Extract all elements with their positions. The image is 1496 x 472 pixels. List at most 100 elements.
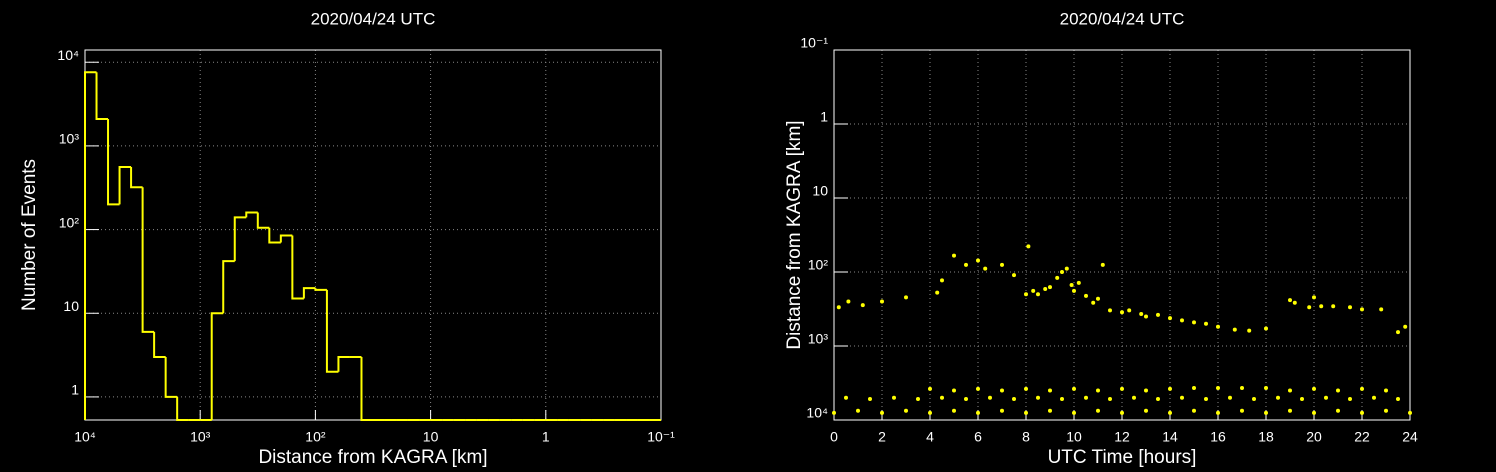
x-axis-label: UTC Time [hours] bbox=[1048, 447, 1197, 468]
histogram-bin bbox=[118, 165, 132, 205]
scatter-point bbox=[832, 410, 836, 415]
scatter-point bbox=[983, 266, 988, 271]
scatter-point bbox=[1127, 308, 1132, 313]
scatter-point bbox=[844, 395, 848, 400]
scatter-point bbox=[1000, 388, 1004, 393]
scatter-point bbox=[940, 395, 944, 400]
y-tick-label: 10³ bbox=[808, 331, 829, 347]
histogram-bin bbox=[222, 260, 235, 314]
x-tick-label: 10⁻¹ bbox=[647, 429, 675, 445]
scatter-point bbox=[928, 386, 932, 391]
scatter-point bbox=[1240, 408, 1244, 413]
scatter-point bbox=[952, 408, 956, 413]
scatter-point bbox=[1292, 300, 1297, 305]
scatter-point bbox=[1026, 244, 1031, 249]
scatter-point bbox=[1216, 410, 1220, 415]
x-tick-label: 10 bbox=[423, 429, 439, 445]
scatter-point bbox=[1384, 388, 1388, 393]
y-tick-label: 10⁴ bbox=[806, 405, 828, 421]
y-axis-label: Number of Events bbox=[19, 159, 40, 311]
scatter-point bbox=[1144, 314, 1148, 319]
scatter-point bbox=[1156, 396, 1160, 401]
x-tick-label: 2 bbox=[878, 429, 886, 445]
scatter-point bbox=[1348, 305, 1352, 310]
scatter-point bbox=[856, 408, 860, 413]
scatter-point bbox=[1036, 292, 1040, 297]
scatter-point bbox=[1060, 270, 1064, 274]
scatter-point bbox=[1216, 386, 1220, 391]
scatter-point bbox=[1396, 330, 1400, 335]
y-tick-label: 1 bbox=[71, 382, 79, 398]
histogram-bin bbox=[164, 357, 178, 398]
scatter-point bbox=[916, 396, 920, 401]
scatter-point bbox=[1348, 396, 1352, 401]
y-tick-label: 1 bbox=[820, 109, 828, 125]
scatter-point bbox=[1379, 307, 1384, 312]
y-tick-label: 10² bbox=[808, 257, 829, 273]
scatter-point bbox=[1144, 388, 1148, 393]
scatter-point bbox=[1024, 410, 1028, 415]
scatter-point bbox=[1360, 386, 1364, 391]
histogram-bin bbox=[302, 287, 316, 299]
scatter-point bbox=[1300, 396, 1304, 401]
x-tick-label: 8 bbox=[1022, 429, 1030, 445]
x-tick-label: 6 bbox=[974, 429, 982, 445]
histogram-bin bbox=[107, 118, 120, 206]
scatter-point bbox=[935, 290, 940, 295]
histogram-bin bbox=[360, 357, 374, 421]
scatter-point bbox=[1204, 321, 1208, 326]
scatter-point bbox=[952, 388, 956, 393]
x-tick-label: 10 bbox=[1066, 429, 1082, 445]
scatter-point bbox=[1108, 396, 1112, 401]
scatter-point bbox=[1312, 295, 1316, 300]
scatter-point bbox=[1396, 396, 1400, 401]
histogram-bin bbox=[153, 331, 166, 359]
chart-title: 2020/04/24 UTC bbox=[1060, 9, 1185, 28]
histogram-bin bbox=[245, 211, 258, 218]
scatter-point bbox=[1331, 304, 1336, 309]
scatter-point bbox=[1120, 310, 1124, 315]
histogram-bin bbox=[291, 235, 304, 300]
histogram-bin bbox=[210, 312, 224, 420]
scatter-point bbox=[904, 408, 908, 413]
scatter-point bbox=[1288, 388, 1292, 393]
scatter-point bbox=[1069, 283, 1074, 288]
y-tick-label: 10² bbox=[59, 214, 80, 230]
x-tick-label: 0 bbox=[830, 429, 838, 445]
scatter-point bbox=[988, 395, 992, 400]
scatter-point bbox=[1247, 328, 1252, 333]
x-tick-label: 22 bbox=[1354, 429, 1370, 445]
scatter-point bbox=[928, 410, 932, 415]
scatter-point bbox=[1000, 262, 1004, 267]
scatter-point bbox=[1180, 318, 1184, 323]
scatter-point bbox=[964, 396, 968, 401]
scatter-point bbox=[1307, 305, 1312, 310]
scatter-point bbox=[1144, 408, 1148, 413]
histogram-bin bbox=[279, 234, 293, 243]
scatter-point bbox=[1072, 386, 1076, 391]
plot-frame bbox=[833, 49, 1411, 421]
scatter-point bbox=[1076, 280, 1081, 285]
scatter-point bbox=[1096, 296, 1100, 301]
scatter-point bbox=[964, 262, 968, 267]
scatter-point bbox=[1312, 386, 1316, 391]
scatter-point bbox=[1240, 386, 1244, 391]
scatter-point bbox=[1096, 388, 1100, 393]
scatter-point bbox=[880, 410, 884, 415]
histogram-bin bbox=[84, 71, 97, 420]
y-tick-label: 10 bbox=[63, 298, 79, 314]
x-tick-label: 18 bbox=[1258, 429, 1274, 445]
scatter-point bbox=[1036, 395, 1040, 400]
scatter-point bbox=[880, 299, 884, 304]
scatter-point bbox=[1228, 395, 1232, 400]
scatter-point bbox=[976, 410, 980, 415]
histogram-bin bbox=[233, 216, 247, 262]
y-tick-label: 10⁴ bbox=[57, 47, 79, 63]
y-axis-label: Distance from KAGRA [km] bbox=[784, 120, 805, 349]
scatter-point bbox=[976, 386, 980, 391]
scatter-point bbox=[1192, 386, 1196, 391]
histogram-bin bbox=[256, 212, 270, 229]
scatter-point bbox=[1408, 410, 1412, 415]
